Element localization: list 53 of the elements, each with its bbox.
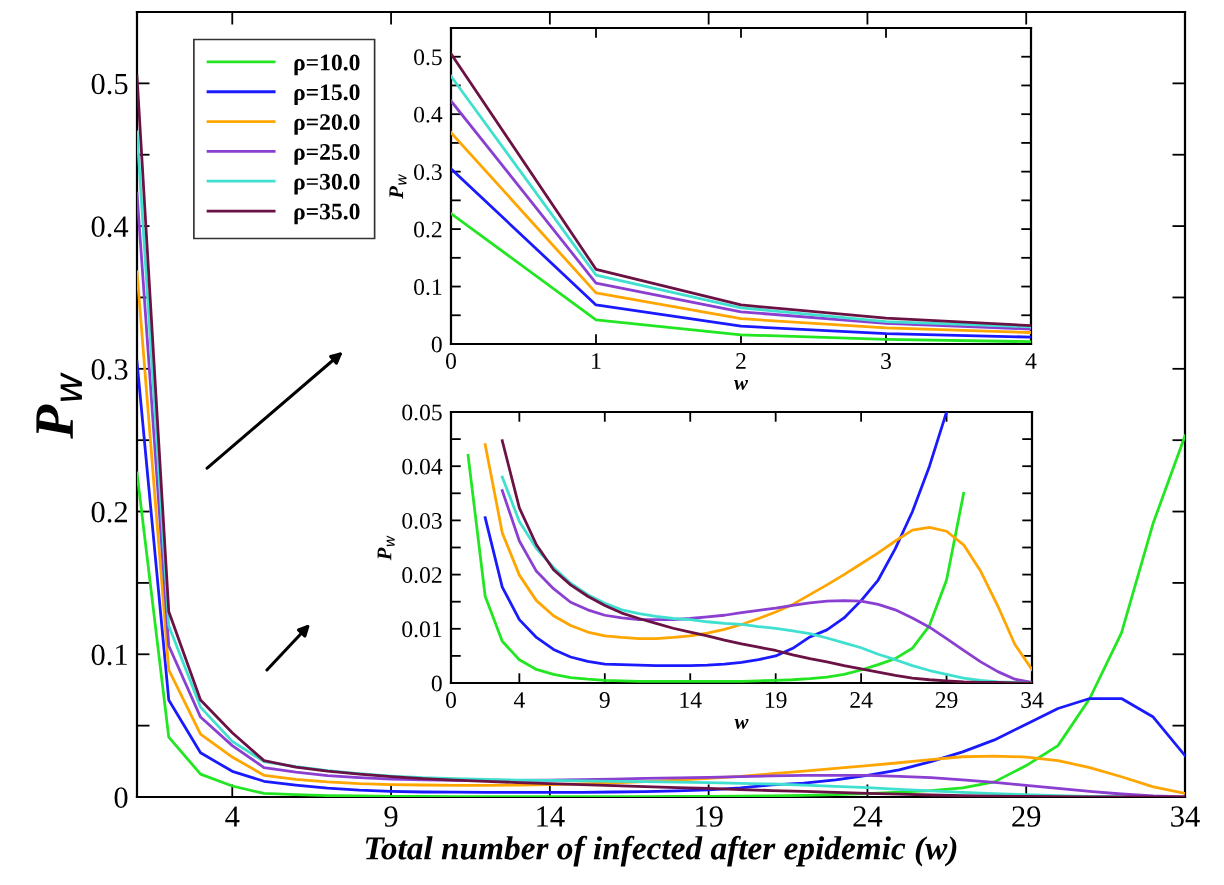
y-tick-label: 0.1 [414,279,442,296]
legend-label: ρ=30.0 [294,173,360,195]
x-tick-label: 0 [446,692,456,708]
y-tick-label: 0.2 [414,221,442,238]
legend-label: ρ=15.0 [294,84,360,106]
y-tick-label: 0.5 [91,73,128,95]
x-tick-label: 29 [935,692,958,708]
x-tick-label: 34 [1021,692,1044,708]
x-tick-label: 19 [696,806,723,827]
y-tick-label: 0 [431,675,442,692]
y-tick-label: 0.05 [402,404,442,421]
legend-label: ρ=20.0 [294,114,360,135]
x-tick-label: 29 [1012,806,1041,827]
x-tick-label: 2 [736,353,746,369]
legend-label: ρ=35.0 [294,203,360,225]
x-tick-label: 14 [680,692,702,708]
y-axis-title: P$_{w}$ [36,372,82,439]
y-tick-label: 0.01 [402,621,442,638]
x-tick-label: 24 [853,806,883,827]
legend-label: ρ=25.0 [294,143,360,165]
y-tick-label: 0.5 [414,49,442,66]
y-tick-label: 0 [431,336,442,353]
x-axis-title: Total number of infected after epidemic (w) [365,835,957,867]
x-tick-label: 9 [599,692,610,708]
y-tick-label: 0 [114,787,128,808]
x-tick-label: 4 [1025,353,1037,369]
y-tick-label: 0.02 [402,567,442,584]
line-series [466,453,966,683]
y-tick-label: 0.4 [91,216,129,238]
x-tick-label: 9 [384,806,398,827]
legend-label: ρ=10.0 [294,54,360,76]
x-tick-label: 19 [765,692,787,708]
x-tick-label: 3 [881,353,891,369]
y-tick-label: 0.2 [91,501,127,523]
y-axis-title: P$_{w}$ [377,535,395,561]
x-tick-label: 4 [225,806,240,827]
y-tick-label: 0.4 [414,106,443,123]
line-series [483,412,948,668]
x-tick-label: 24 [850,692,873,708]
y-tick-label: 0.3 [91,359,128,380]
y-tick-label: 0.04 [402,458,443,475]
x-tick-label: 4 [513,692,525,708]
x-tick-label: 1 [592,353,601,369]
y-axis-title: P$_{w}$ [389,173,407,199]
x-axis-title: w [734,719,749,729]
y-tick-label: 0.3 [414,164,442,181]
x-tick-label: 0 [446,353,456,369]
y-tick-label: 0.03 [402,512,442,529]
y-tick-label: 0.1 [91,644,127,666]
x-tick-label: 14 [537,806,565,827]
x-axis-title: w [734,380,749,390]
line-series [451,167,1031,339]
x-tick-label: 34 [1171,806,1200,827]
